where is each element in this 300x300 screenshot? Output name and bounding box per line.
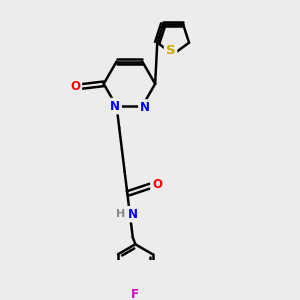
Text: F: F [131,288,139,300]
Text: N: N [110,100,120,112]
Text: N: N [128,208,138,221]
Text: O: O [152,178,162,191]
Text: H: H [116,209,125,219]
Text: N: N [140,101,150,114]
Text: S: S [166,44,175,57]
Text: O: O [70,80,80,93]
